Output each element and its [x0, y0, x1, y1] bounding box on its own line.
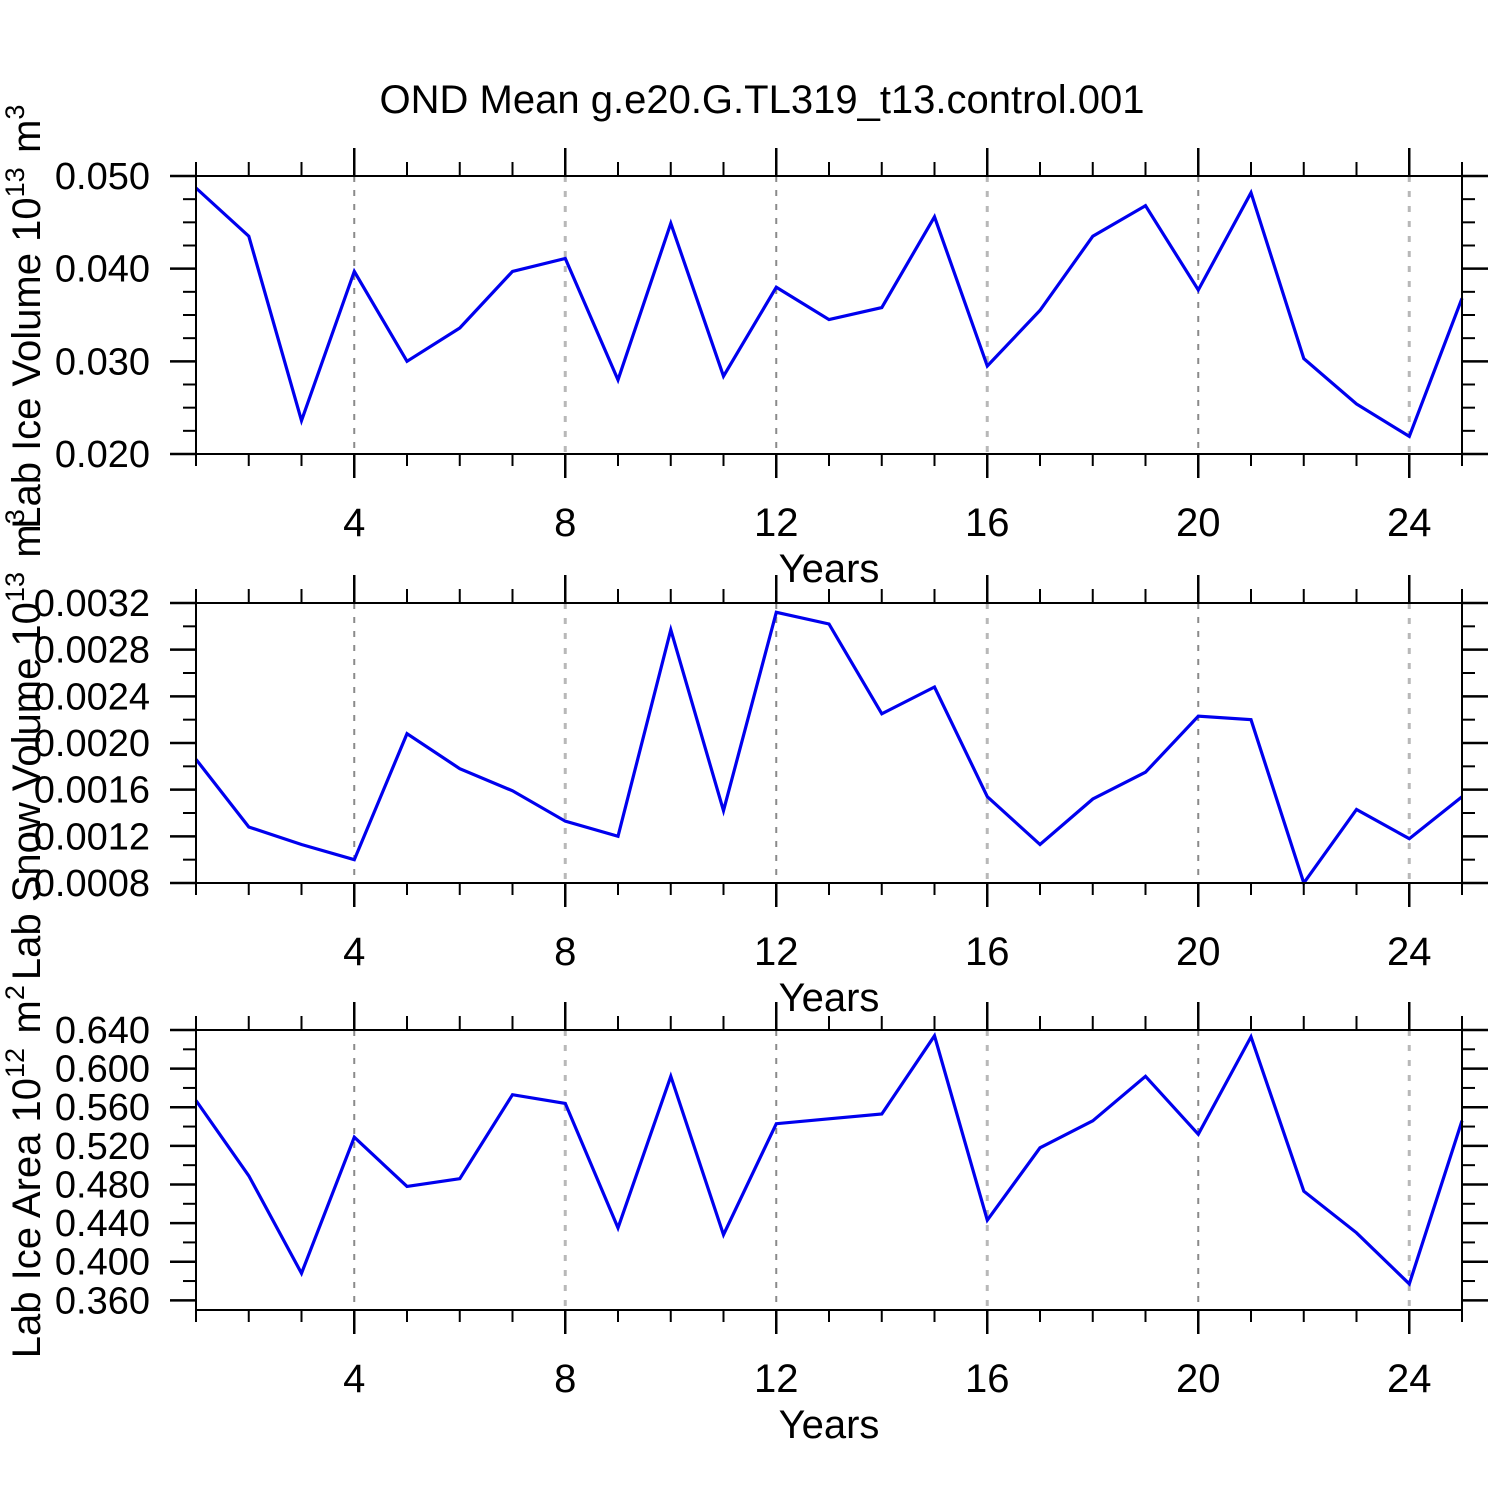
plot-frame [195, 602, 1463, 884]
y-tick-label: 0.400 [55, 1242, 150, 1284]
data-line-lab-snow-volume [194, 610, 1463, 887]
plot-frame [195, 175, 1463, 455]
x-tick-label: 16 [965, 501, 1010, 545]
y-tick-label: 0.480 [55, 1164, 150, 1206]
x-tick-label: 20 [1176, 501, 1221, 545]
y-axis-label: Lab Ice Volume 1013 m3 [0, 101, 49, 529]
y-tick-label: 0.520 [55, 1126, 150, 1168]
y-tick-label: 0.040 [55, 249, 150, 291]
y-tick-label: 0.030 [55, 341, 150, 383]
y-tick-label: 0.0012 [34, 816, 150, 858]
y-axis-label: Lab Snow Volume 1013 m3 [0, 506, 49, 980]
x-tick-label: 8 [554, 501, 576, 545]
x-tick-label: 12 [754, 1357, 799, 1401]
x-axis-label: Years [779, 547, 880, 591]
x-tick-label: 12 [754, 501, 799, 545]
panel-lab-ice-area: 0.3600.4000.4400.4800.5200.5600.6000.640… [0, 982, 1488, 1447]
x-tick-label: 24 [1387, 1357, 1432, 1401]
x-axis-label: Years [779, 1403, 880, 1447]
x-tick-label: 4 [343, 1357, 365, 1401]
y-tick-label: 0.640 [55, 1010, 150, 1052]
y-tick-label: 0.360 [55, 1280, 150, 1322]
x-tick-label: 8 [554, 930, 576, 974]
x-tick-label: 20 [1176, 930, 1221, 974]
x-tick-label: 16 [965, 1357, 1010, 1401]
plot-frame [195, 1029, 1463, 1311]
x-tick-label: 24 [1387, 930, 1432, 974]
data-line-lab-ice-volume [194, 186, 1464, 439]
y-tick-label: 0.0032 [34, 583, 150, 625]
chart-title: OND Mean g.e20.G.TL319_t13.control.001 [379, 78, 1145, 122]
y-tick-label: 0.0028 [34, 630, 150, 672]
x-tick-label: 4 [343, 501, 365, 545]
x-tick-label: 16 [965, 930, 1010, 974]
y-tick-label: 0.600 [55, 1049, 150, 1091]
y-tick-label: 0.0020 [34, 723, 150, 765]
x-tick-label: 24 [1387, 501, 1432, 545]
panel-lab-ice-volume: 0.020 0.030 0.040 0.050 4 8 12 16 20 24 Years Lab I… [0, 101, 1488, 591]
y-axis-label: Lab Ice Area 1012 m2 [0, 982, 49, 1358]
x-tick-label: 20 [1176, 1357, 1221, 1401]
x-tick-label: 4 [343, 930, 365, 974]
y-tick-label: 0.0016 [34, 770, 150, 812]
x-tick-label: 8 [554, 1357, 576, 1401]
x-tick-label: 12 [754, 930, 799, 974]
data-line-lab-ice-area [194, 1032, 1464, 1287]
y-tick-label: 0.0008 [34, 863, 150, 905]
y-tick-label: 0.0024 [34, 676, 150, 718]
y-tick-label: 0.020 [55, 434, 150, 476]
y-tick-label: 0.050 [55, 156, 150, 198]
y-tick-label: 0.440 [55, 1203, 150, 1245]
x-axis-label: Years [779, 976, 880, 1020]
y-tick-label: 0.560 [55, 1087, 150, 1129]
